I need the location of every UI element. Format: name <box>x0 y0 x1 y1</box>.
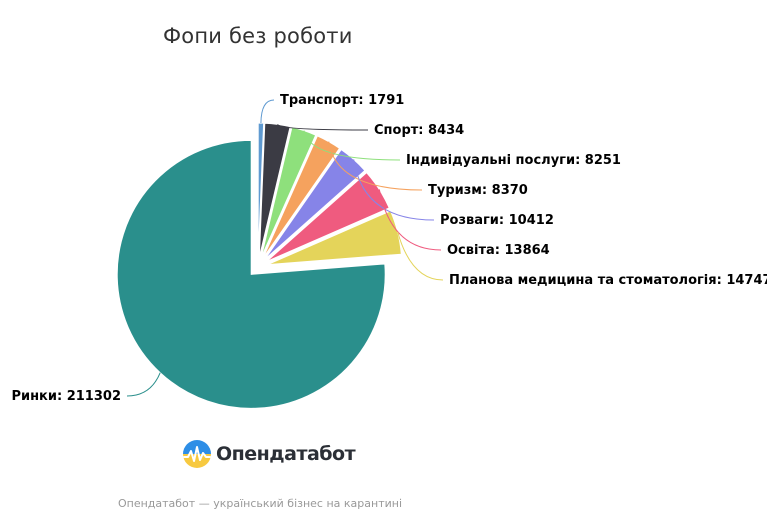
pie-label-0: Транспорт: 1791 <box>280 93 404 108</box>
pie-connector-2 <box>303 130 401 161</box>
logo-text: Опендатабот <box>216 443 356 465</box>
pie-label-7: Ринки: 211302 <box>11 389 121 404</box>
pie-label-5: Освіта: 13864 <box>447 243 550 258</box>
pie-label-4: Розваги: 10412 <box>440 213 554 228</box>
pie-label-1: Спорт: 8434 <box>374 123 464 138</box>
pie-connector-1 <box>277 123 369 131</box>
pie-slice-1[interactable] <box>258 122 291 258</box>
pie-slice-7[interactable] <box>116 139 386 409</box>
pie-label-6: Планова медицина та стоматологія: 14747 <box>449 273 767 288</box>
pie-connector-7 <box>126 372 161 397</box>
pie-label-2: Індивідуальні послуги: 8251 <box>406 153 621 168</box>
pie-connector-4 <box>353 159 435 221</box>
opendatabot-logo-icon <box>183 440 211 468</box>
pie-connector-0 <box>260 99 275 124</box>
pie-connector-5 <box>378 189 442 251</box>
pie-label-3: Туризм: 8370 <box>428 183 528 198</box>
pie-slice-3[interactable] <box>262 135 341 259</box>
chart-credits: Опендатабот — український бізнес на кара… <box>117 497 403 510</box>
chart-title: Фопи без роботи <box>163 24 353 48</box>
brand-logo: Опендатабот <box>182 438 356 470</box>
pie-connector-3 <box>328 141 423 191</box>
pie-connector-6 <box>397 231 444 281</box>
